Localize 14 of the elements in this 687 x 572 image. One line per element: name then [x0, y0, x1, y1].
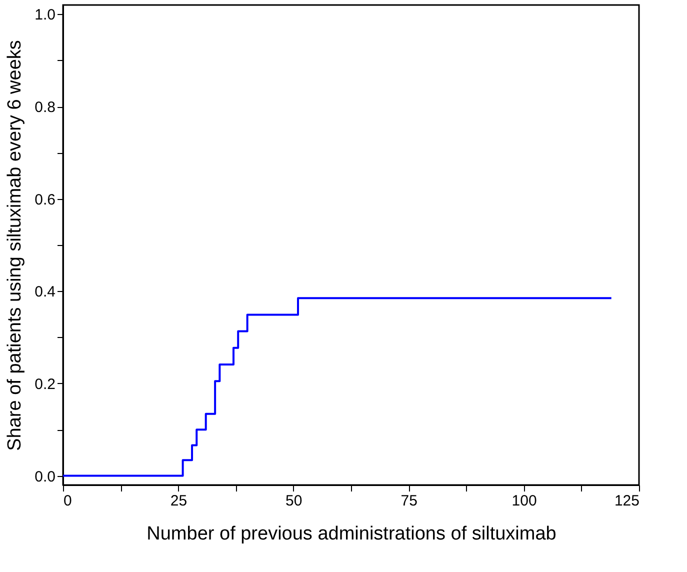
x-tick-label: 50 [286, 492, 302, 510]
x-tick-label: 0 [64, 492, 72, 510]
y-tick-label: 1.0 [34, 6, 56, 24]
y-tick-label: 0.8 [34, 99, 56, 116]
y-tick-label: 0.0 [34, 468, 56, 486]
x-tick-label: 100 [512, 492, 537, 510]
x-tick-label: 75 [400, 492, 418, 510]
y-tick-label: 0.6 [34, 191, 56, 208]
x-tick-label: 25 [170, 492, 188, 510]
x-tick-label: 125 [614, 492, 640, 510]
y-tick-label: 0.2 [34, 376, 56, 393]
y-axis-title: Share of patients using siltuximab every 6 weeks [4, 40, 26, 451]
x-axis-title: Number of previous administrations of siltuximab [146, 524, 556, 544]
y-tick-label: 0.4 [34, 284, 56, 301]
